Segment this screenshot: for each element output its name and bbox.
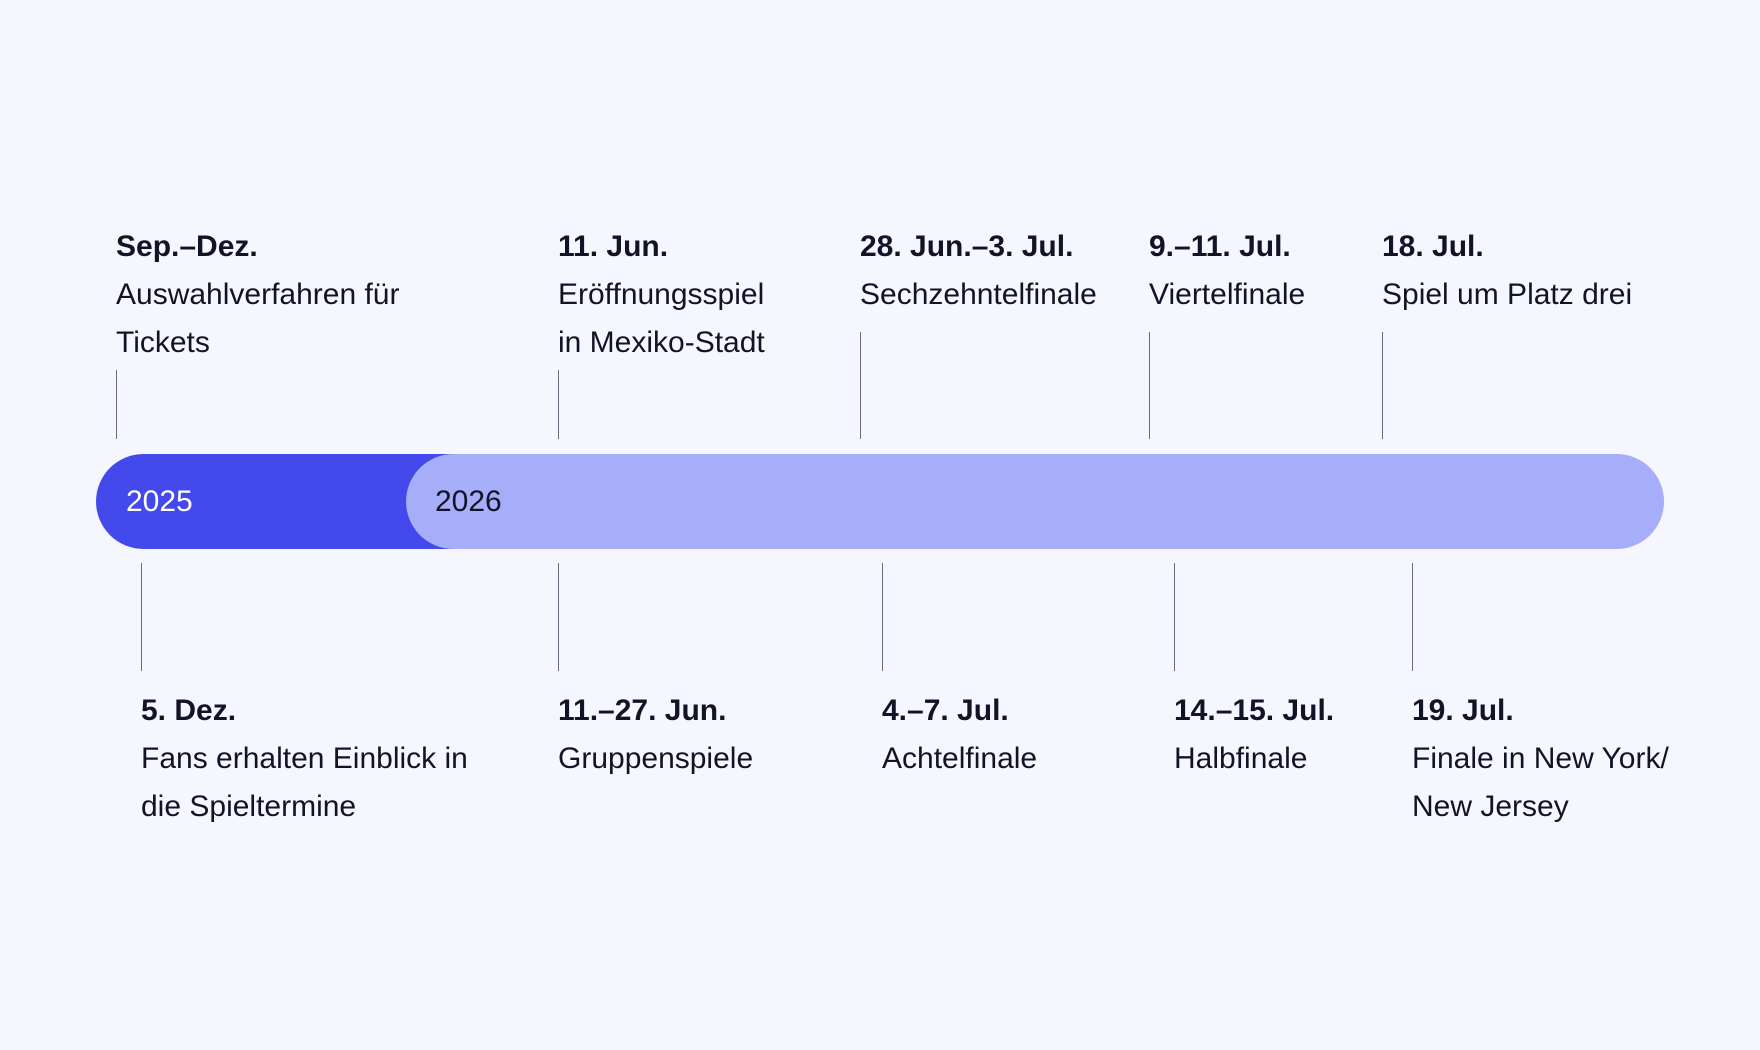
event-date: 11. Jun. bbox=[558, 230, 669, 263]
timeline-tick bbox=[141, 563, 142, 671]
event-text: Sechzehntelfinale bbox=[860, 278, 1097, 311]
event-text: Tickets bbox=[116, 326, 210, 359]
timeline-tick bbox=[558, 563, 559, 671]
timeline-tick bbox=[558, 370, 559, 439]
timeline-tick bbox=[1382, 332, 1383, 439]
timeline-bar: 2025 2026 bbox=[96, 454, 1664, 549]
event-date: 28. Jun.–3. Jul. bbox=[860, 230, 1074, 263]
event-text: Eröffnungsspiel bbox=[558, 278, 765, 311]
event-round-of-16: 4.–7. Jul. Achtelfinale bbox=[882, 687, 1037, 783]
timeline-tick bbox=[882, 563, 883, 671]
event-text: Achtelfinale bbox=[882, 742, 1038, 775]
year-label: 2025 bbox=[126, 485, 193, 518]
event-third-place: 18. Jul. Spiel um Platz drei bbox=[1382, 223, 1632, 319]
event-text: Gruppenspiele bbox=[558, 742, 754, 775]
event-text: Spiel um Platz drei bbox=[1382, 278, 1633, 311]
event-date: 9.–11. Jul. bbox=[1149, 230, 1291, 263]
event-round-of-32: 28. Jun.–3. Jul. Sechzehntelfinale bbox=[860, 223, 1097, 319]
event-text: Fans erhalten Einblick in bbox=[141, 742, 468, 775]
event-text: Finale in New York/ bbox=[1412, 742, 1669, 775]
event-date: 11.–27. Jun. bbox=[558, 694, 727, 727]
timeline-tick bbox=[116, 370, 117, 439]
event-date: 4.–7. Jul. bbox=[882, 694, 1009, 727]
event-date: 14.–15. Jul. bbox=[1174, 694, 1335, 727]
year-segment-2026: 2026 bbox=[406, 454, 1664, 549]
event-text: die Spieltermine bbox=[141, 790, 357, 823]
event-opening-match: 11. Jun. Eröffnungsspiel in Mexiko-Stadt bbox=[558, 223, 765, 367]
event-semifinal: 14.–15. Jul. Halbfinale bbox=[1174, 687, 1334, 783]
event-date: Sep.–Dez. bbox=[116, 230, 258, 263]
event-quarterfinal: 9.–11. Jul. Viertelfinale bbox=[1149, 223, 1305, 319]
event-text: Auswahlverfahren für bbox=[116, 278, 400, 311]
event-ticket-selection: Sep.–Dez. Auswahlverfahren für Tickets bbox=[116, 223, 399, 367]
event-date: 19. Jul. bbox=[1412, 694, 1514, 727]
timeline-tick bbox=[860, 332, 861, 439]
year-label: 2026 bbox=[435, 485, 502, 518]
event-text: in Mexiko-Stadt bbox=[558, 326, 765, 359]
event-text: Halbfinale bbox=[1174, 742, 1308, 775]
event-group-stage: 11.–27. Jun. Gruppenspiele bbox=[558, 687, 753, 783]
event-date: 5. Dez. bbox=[141, 694, 237, 727]
timeline-tick bbox=[1412, 563, 1413, 671]
event-text: New Jersey bbox=[1412, 790, 1569, 823]
event-date: 18. Jul. bbox=[1382, 230, 1484, 263]
event-schedule-release: 5. Dez. Fans erhalten Einblick in die Sp… bbox=[141, 687, 468, 831]
timeline-tick bbox=[1149, 332, 1150, 439]
event-text: Viertelfinale bbox=[1149, 278, 1306, 311]
timeline-tick bbox=[1174, 563, 1175, 671]
event-final: 19. Jul. Finale in New York/ New Jersey bbox=[1412, 687, 1669, 831]
